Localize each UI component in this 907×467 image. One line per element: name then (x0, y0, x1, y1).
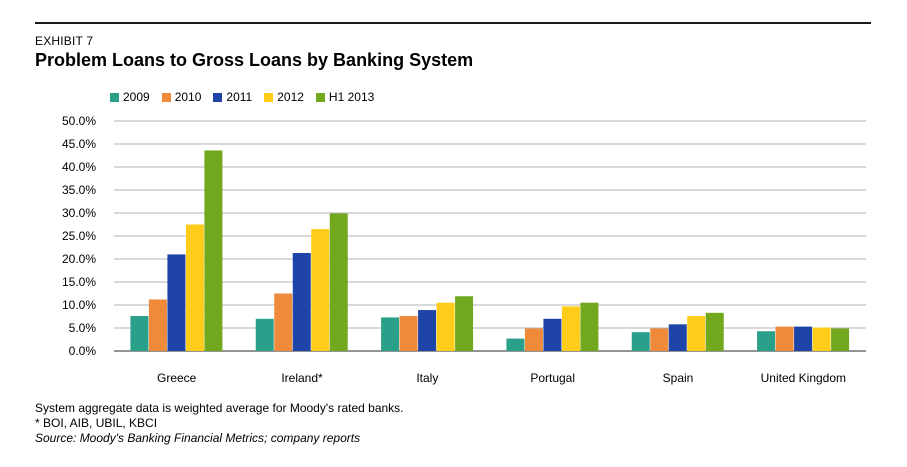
bar (506, 338, 525, 351)
footnote-ireland: * BOI, AIB, UBIL, KBCI (35, 416, 158, 430)
y-tick-label: 30.0% (62, 206, 96, 220)
legend-swatch-2010 (161, 92, 171, 102)
legend-item-2012: 2012 (264, 90, 304, 104)
bar (455, 296, 474, 351)
y-tick-label: 40.0% (62, 160, 96, 174)
top-rule (35, 22, 871, 24)
bar (148, 299, 167, 351)
legend-label-2009: 2009 (123, 90, 150, 104)
bar (831, 328, 850, 351)
y-tick-label: 25.0% (62, 229, 96, 243)
bar (794, 326, 813, 351)
bar (311, 229, 330, 351)
y-tick-label: 20.0% (62, 252, 96, 266)
legend-label-2011: 2011 (226, 90, 253, 104)
bar (543, 318, 562, 351)
bar (812, 327, 831, 351)
y-tick-label: 10.0% (62, 298, 96, 312)
footnotes: System aggregate data is weighted averag… (35, 401, 404, 446)
bar (255, 318, 274, 351)
chart-title: Problem Loans to Gross Loans by Banking … (35, 50, 474, 70)
bar (204, 150, 223, 351)
y-tick-label: 35.0% (62, 183, 96, 197)
footnote-methodology: System aggregate data is weighted averag… (35, 401, 404, 415)
bar (687, 316, 706, 351)
bar (185, 224, 204, 351)
legend-item-h1-2013: H1 2013 (315, 90, 375, 104)
y-tick-label: 5.0% (69, 321, 97, 335)
bar (775, 326, 794, 351)
x-tick-label: Greece (157, 371, 197, 385)
x-tick-label: Spain (663, 371, 694, 385)
bar (399, 316, 418, 351)
bar (418, 310, 437, 351)
bar (757, 331, 776, 351)
footnote-source: Source: Moody's Banking Financial Metric… (35, 431, 361, 445)
y-tick-label: 50.0% (62, 114, 96, 128)
x-tick-label: United Kingdom (761, 371, 846, 385)
legend-label-h1-2013: H1 2013 (328, 90, 375, 104)
legend-label-2010: 2010 (174, 90, 202, 104)
y-tick-label: 45.0% (62, 137, 96, 151)
bar (167, 254, 186, 351)
y-tick-label: 0.0% (69, 344, 97, 358)
legend-swatch-2012 (264, 92, 274, 102)
bar (292, 253, 311, 351)
bar (650, 328, 669, 351)
bar (668, 324, 687, 351)
y-tick-label: 15.0% (62, 275, 96, 289)
legend-swatch-2011 (213, 92, 223, 102)
bar (631, 332, 650, 351)
legend-label-2012: 2012 (277, 90, 304, 104)
chart-legend: 2009 2010 2011 2012 H1 2013 (110, 90, 374, 104)
bar (381, 317, 400, 351)
bar (436, 302, 455, 351)
bar (524, 328, 543, 351)
bar-chart: 0.0% 5.0% 10.0% 15.0% 20.0% 25.0% 30.0% 35.0% 40… (62, 114, 866, 385)
bar (274, 293, 293, 351)
bar (580, 302, 599, 351)
legend-item-2009: 2009 (110, 90, 150, 104)
x-tick-label: Italy (416, 371, 438, 385)
bar (705, 312, 724, 351)
exhibit-label: EXHIBIT 7 (35, 34, 94, 48)
legend-swatch-h1-2013 (315, 92, 325, 102)
legend-swatch-2009 (110, 92, 119, 102)
x-tick-label: Portugal (530, 371, 575, 385)
legend-item-2011: 2011 (213, 90, 252, 104)
legend-item-2010: 2010 (161, 90, 202, 104)
bar (561, 306, 580, 351)
bar (130, 316, 149, 351)
x-tick-label: Ireland* (281, 371, 323, 385)
bar (329, 213, 348, 351)
